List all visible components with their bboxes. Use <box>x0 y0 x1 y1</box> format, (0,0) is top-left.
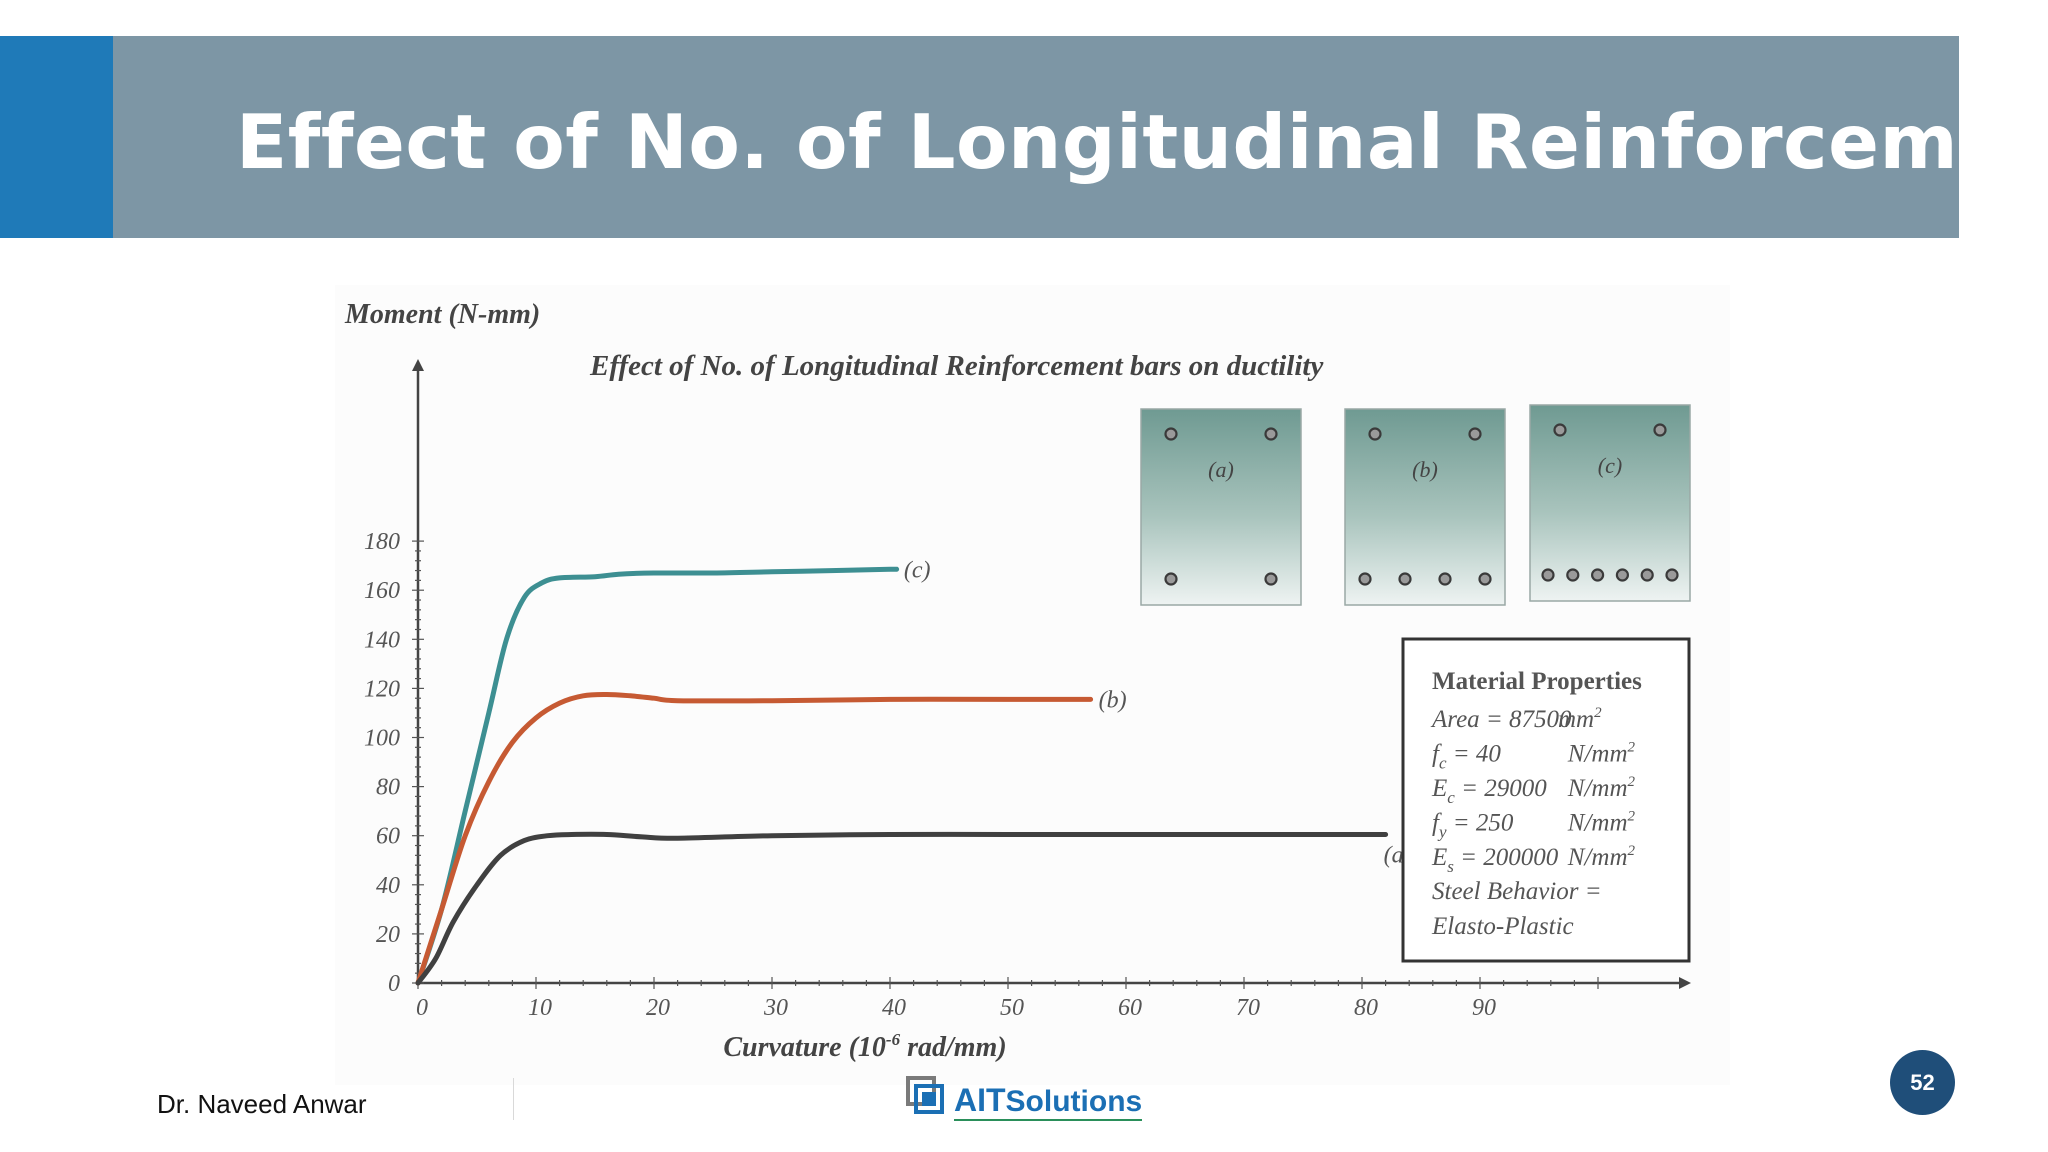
y-tick-label: 180 <box>364 529 400 555</box>
x-tick-label: 60 <box>1118 995 1142 1021</box>
moment-curvature-chart: Moment (N-mm) Effect of No. of Longitudi… <box>344 299 1691 1063</box>
section-body <box>1140 408 1302 606</box>
series-line-b <box>415 691 1094 986</box>
steel-behavior-label: Steel Behavior = <box>1432 878 1602 905</box>
y-tick-label: 120 <box>364 676 400 702</box>
x-axis-label: Curvature (10-6 rad/mm) <box>723 1030 1006 1063</box>
rebar <box>1468 427 1482 441</box>
axes: 0 20 40 60 80 100 120 140 160 180 0 10 20 30 40 50 60 70 8… <box>364 359 1691 1021</box>
rebar <box>1478 572 1492 586</box>
section-b: (b) <box>1344 408 1506 606</box>
y-tick-label: 40 <box>376 873 400 899</box>
rebar <box>1368 427 1382 441</box>
rebar <box>1640 568 1654 582</box>
material-properties-heading: Material Properties <box>1432 668 1642 695</box>
series-label-c: (c) <box>904 557 931 583</box>
rebar <box>1264 427 1278 441</box>
rebar <box>1665 568 1679 582</box>
rebar <box>1553 423 1567 437</box>
x-tick-label: 90 <box>1472 995 1496 1021</box>
y-tick-label: 0 <box>388 971 400 997</box>
rebar <box>1653 423 1667 437</box>
rebar <box>1358 572 1372 586</box>
material-property-line: Es = 200000 <box>1431 844 1559 876</box>
section-c: (c) <box>1529 404 1691 602</box>
rebar <box>1264 572 1278 586</box>
rebar <box>1438 572 1452 586</box>
material-property-unit: N/mm2 <box>1567 809 1636 837</box>
y-tick-label: 80 <box>376 775 400 801</box>
section-label: (a) <box>1208 457 1234 482</box>
y-tick-label: 60 <box>376 824 400 850</box>
material-property-unit: mm2 <box>1558 705 1602 733</box>
x-tick-label: 20 <box>646 995 670 1021</box>
page-number-badge: 52 <box>1890 1050 1955 1115</box>
chart-panel: Moment (N-mm) Effect of No. of Longitudi… <box>335 285 1730 1085</box>
section-label: (b) <box>1412 457 1438 482</box>
material-property-unit: N/mm2 <box>1567 843 1636 871</box>
title-banner <box>113 36 1959 238</box>
ait-logo-icon <box>906 1076 944 1114</box>
title-accent-bar <box>0 36 113 238</box>
x-tick-label: 50 <box>1000 995 1024 1021</box>
x-tick-label: 70 <box>1236 995 1260 1021</box>
footer-separator <box>513 1078 514 1120</box>
material-property-line: Area = 87500 <box>1430 706 1572 733</box>
ait-solutions-logo: AITSolutions <box>906 1076 1143 1124</box>
x-tick-label: 80 <box>1354 995 1378 1021</box>
material-property-line: fy = 250 <box>1432 810 1514 842</box>
material-property-line: Ec = 29000 <box>1431 775 1547 807</box>
material-property-unit: N/mm2 <box>1567 774 1636 802</box>
y-axis-label: Moment (N-mm) <box>344 299 540 330</box>
rebar <box>1566 568 1580 582</box>
rebar <box>1615 568 1630 582</box>
y-tick-label: 140 <box>364 627 400 653</box>
y-tick-label: 100 <box>364 726 400 752</box>
section-body <box>1344 408 1506 606</box>
logo-ait-text: AIT <box>954 1082 1006 1118</box>
series-lines: (c)(b)(a) <box>415 557 1412 986</box>
x-tick-label: 10 <box>528 995 552 1021</box>
x-tick-label: 0 <box>416 995 428 1021</box>
slide-title: Effect of No. of Longitudinal Reinforcem… <box>236 98 2048 186</box>
rebar <box>1398 572 1412 586</box>
section-body <box>1529 404 1691 602</box>
x-tick-label: 40 <box>882 995 906 1021</box>
series-line-a <box>415 831 1389 986</box>
y-tick-label: 20 <box>376 922 400 948</box>
logo-solutions-text: Solutions <box>1005 1085 1143 1118</box>
rebar <box>1164 427 1178 441</box>
rebar <box>1590 568 1605 582</box>
logo-underline <box>954 1119 1142 1121</box>
series-line-c <box>415 566 900 986</box>
section-label: (c) <box>1598 453 1622 478</box>
series-label-b: (b) <box>1099 687 1127 713</box>
y-tick-label: 160 <box>364 578 400 604</box>
rebar <box>1541 568 1555 582</box>
x-tick-label: 30 <box>763 995 788 1021</box>
material-property-unit: N/mm2 <box>1567 740 1636 768</box>
steel-behavior-value: Elasto-Plastic <box>1431 913 1574 940</box>
cross-sections: (a) (b) (c) <box>1140 404 1691 606</box>
section-a: (a) <box>1140 408 1302 606</box>
material-property-line: fc = 40 <box>1432 741 1501 773</box>
rebar <box>1164 572 1178 586</box>
footer-author: Dr. Naveed Anwar <box>157 1089 367 1119</box>
chart-title: Effect of No. of Longitudinal Reinforcem… <box>589 350 1323 382</box>
